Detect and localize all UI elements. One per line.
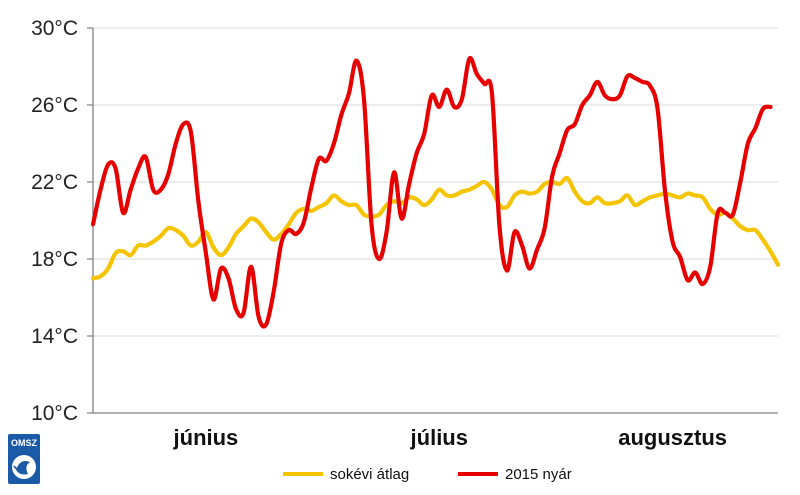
series-lines: [90, 55, 781, 329]
y-tick-label: 30°C: [31, 17, 78, 40]
month-label: augusztus: [618, 425, 727, 450]
y-tick-label: 26°C: [31, 94, 78, 117]
month-label: június: [173, 425, 239, 450]
axes: [92, 28, 778, 414]
y-tick-labels: 10°C 14°C 18°C 22°C 26°C 30°C: [31, 17, 78, 425]
month-labels: június július augusztus: [173, 425, 727, 450]
legend-label-summer: 2015 nyár: [505, 466, 572, 483]
y-tick-label: 10°C: [31, 402, 78, 425]
logo-wave-icon: [13, 465, 27, 472]
grid-lines: [87, 27, 778, 414]
y-tick-label: 14°C: [31, 325, 78, 348]
legend-label-avg: sokévi átlag: [330, 466, 409, 483]
y-tick-label: 18°C: [31, 248, 78, 271]
series-line-summer: [90, 55, 773, 329]
month-label: július: [410, 425, 468, 450]
logo-text: OMSZ: [11, 438, 38, 448]
y-tick-label: 22°C: [31, 171, 78, 194]
legend: sokévi átlag 2015 nyár: [283, 466, 572, 483]
omsz-logo: OMSZ: [8, 434, 40, 484]
